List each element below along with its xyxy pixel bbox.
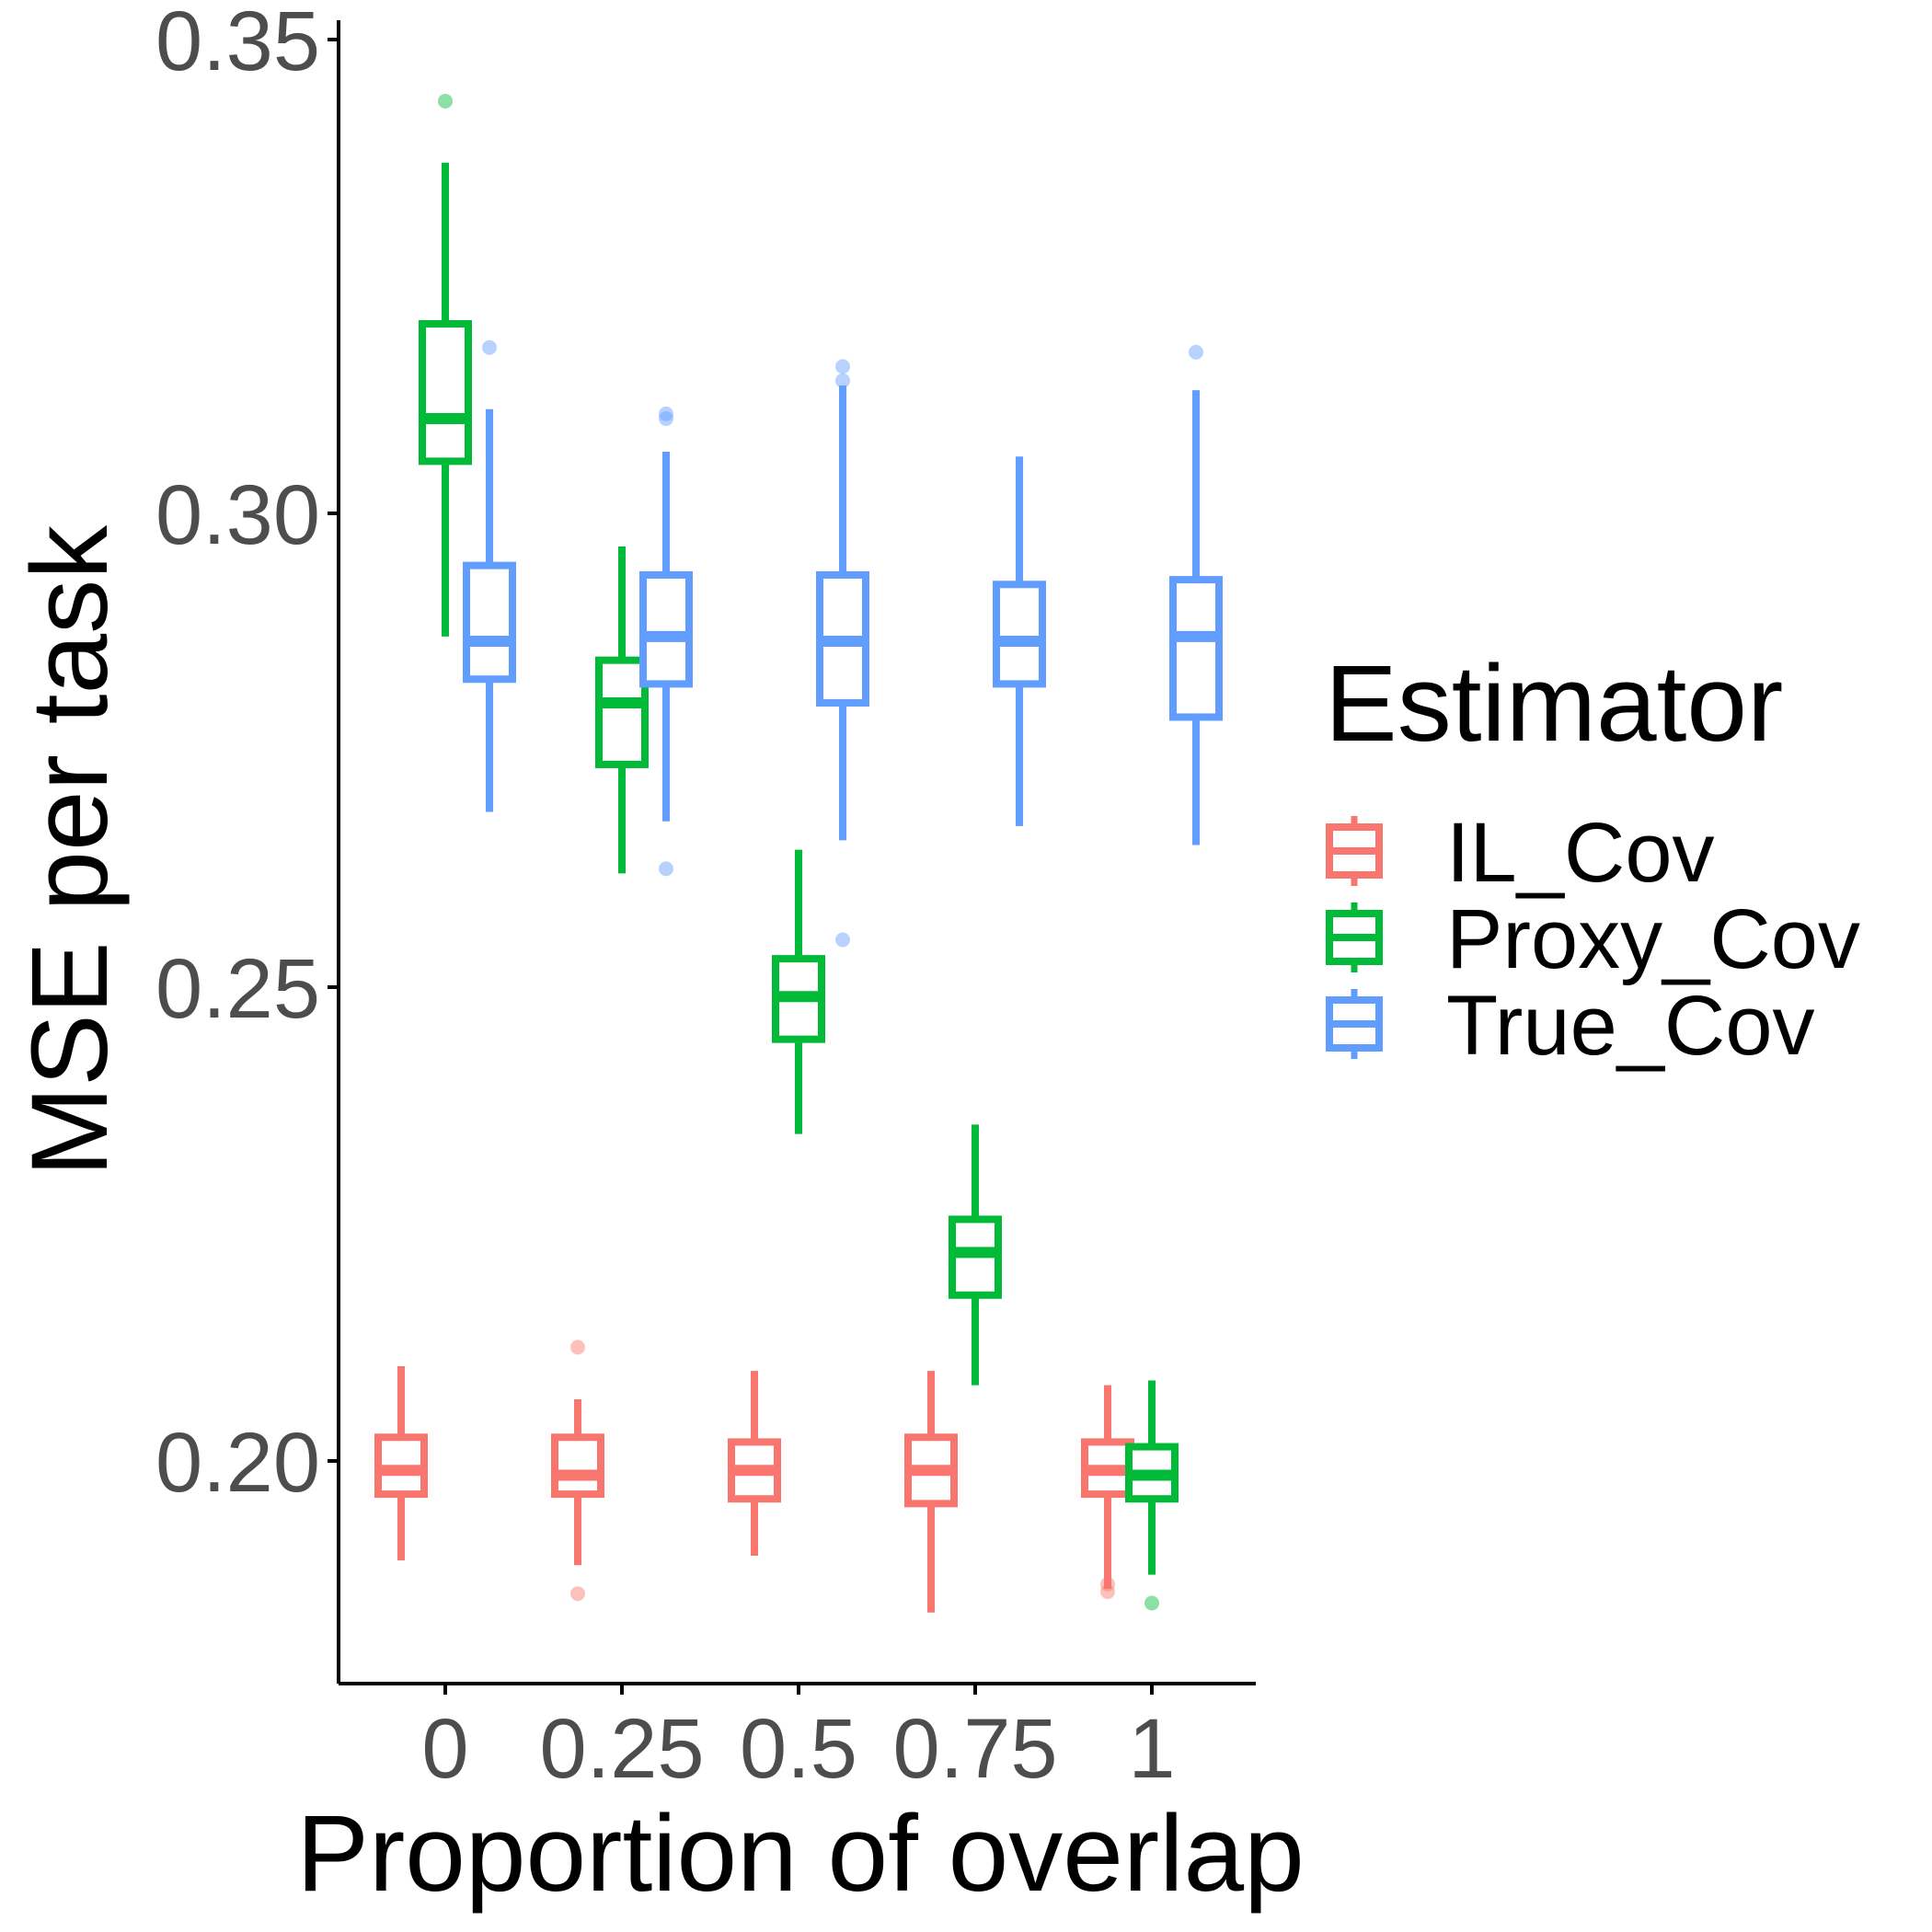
series-IL_Cov [374,1340,1134,1613]
y-tick-label: 0.20 [155,1416,320,1510]
y-tick-label: 0.25 [155,942,320,1036]
y-tick-label: 0.35 [155,0,320,88]
y-tick-label: 0.30 [155,468,320,562]
series-Proxy_Cov [419,93,1179,1611]
outlier-point [659,406,673,421]
outlier-point [482,339,497,355]
x-axis-title: Proportion of overlap [296,1793,1304,1915]
outlier-point [659,861,673,877]
x-tick-label: 0.75 [892,1702,1057,1796]
box-body [993,581,1046,688]
outlier-point [835,359,850,374]
y-axis-title: MSE per task [9,524,131,1177]
legend-label: IL_Cov [1446,806,1715,900]
x-tick-label: 0.25 [539,1702,704,1796]
box-body [595,656,649,768]
x-axis-ticks: 0 0.25 0.5 0.75 1 [421,1684,1176,1796]
outlier-point [438,93,453,109]
box-body [639,570,693,688]
y-axis-ticks: 0.20 0.25 0.30 0.35 [155,0,339,1510]
x-tick-label: 1 [1128,1702,1175,1796]
series-True_Cov [463,339,1223,948]
outlier-point [835,932,850,948]
x-tick-label: 0 [421,1702,468,1796]
legend-item-IL_Cov: IL_Cov [1326,806,1715,900]
outlier-point [1144,1595,1159,1611]
x-tick-label: 0.5 [740,1702,857,1796]
box-body [419,320,472,466]
outlier-point [1189,344,1203,360]
legend-title: Estimator [1325,643,1783,765]
outlier-point [659,411,673,426]
outlier-point [570,1586,585,1602]
box-body [463,561,516,684]
outlier-point [570,1340,585,1355]
legend-label: Proxy_Cov [1446,892,1860,986]
box-body [551,1433,604,1499]
legend-item-True_Cov: True_Cov [1326,979,1815,1073]
box-body [1169,576,1223,721]
plot-marks [374,93,1223,1613]
legend-label: True_Cov [1446,979,1815,1073]
outlier-point [835,373,850,388]
legend-item-Proxy_Cov: Proxy_Cov [1326,892,1860,986]
